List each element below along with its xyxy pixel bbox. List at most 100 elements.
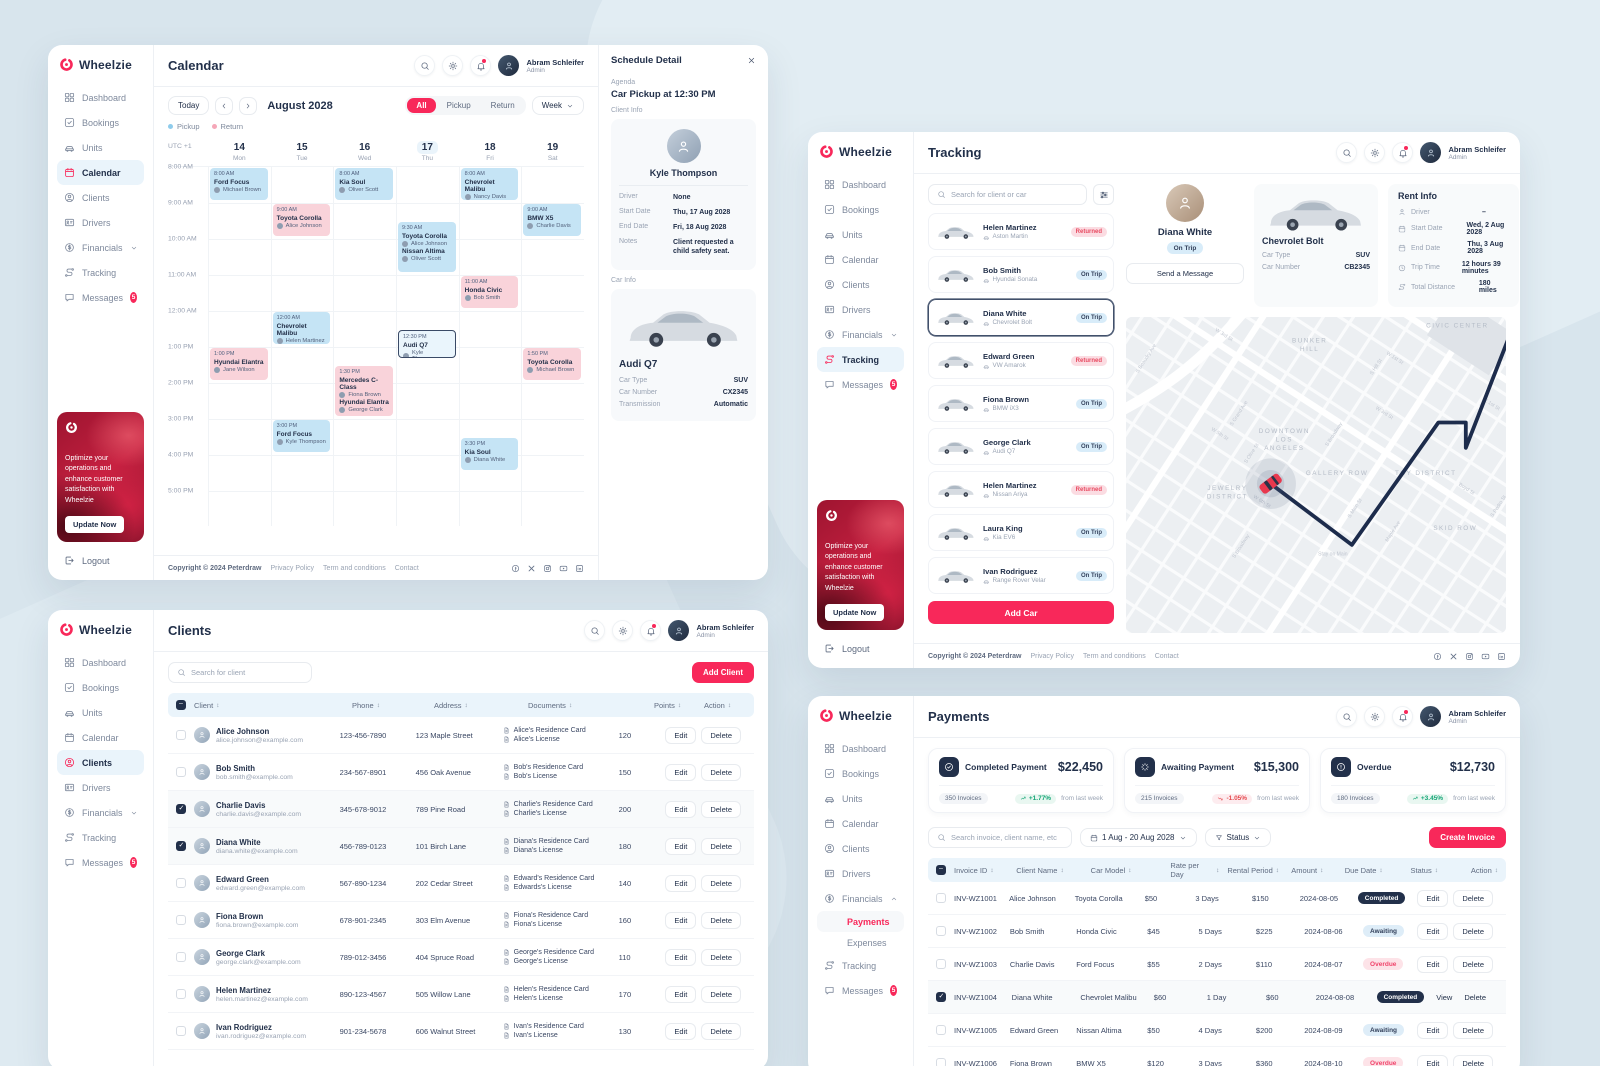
sidebar-item-bookings[interactable]: Bookings bbox=[57, 110, 144, 135]
calendar-event[interactable]: 1:30 PM Mercedes C-Class Fiona Brown Hyunda… bbox=[335, 366, 393, 416]
row-checkbox[interactable] bbox=[936, 926, 946, 936]
footer-link-term-and-conditions[interactable]: Term and conditions bbox=[1083, 652, 1146, 660]
edit-button[interactable]: Edit bbox=[665, 985, 697, 1003]
settings-button[interactable] bbox=[612, 620, 634, 641]
sidebar-item-units[interactable]: Units bbox=[57, 135, 144, 160]
sidebar-item-clients[interactable]: Clients bbox=[57, 185, 144, 210]
column-header-client-name[interactable]: Client Name ↕ bbox=[1016, 865, 1064, 875]
edit-button[interactable]: Edit bbox=[665, 874, 697, 892]
sidebar-item-dashboard[interactable]: Dashboard bbox=[57, 650, 144, 675]
document-link[interactable]: Diana's License bbox=[503, 847, 611, 854]
sidebar-item-bookings[interactable]: Bookings bbox=[57, 675, 144, 700]
row-checkbox[interactable] bbox=[176, 841, 186, 851]
client-search[interactable] bbox=[168, 662, 312, 683]
document-link[interactable]: Charlie's Residence Card bbox=[503, 801, 611, 808]
filter-all[interactable]: All bbox=[407, 98, 436, 113]
document-link[interactable]: Helen's Residence Card bbox=[503, 986, 611, 993]
footer-link-privacy-policy[interactable]: Privacy Policy bbox=[270, 564, 315, 572]
tracking-list-item[interactable]: Diana White Chevrolet Bolt On Trip bbox=[928, 299, 1114, 336]
select-all-checkbox[interactable] bbox=[176, 700, 186, 710]
search-button[interactable] bbox=[1336, 706, 1358, 727]
tracking-list-item[interactable]: Laura King Kia EV6 On Trip bbox=[928, 514, 1114, 551]
footer-link-term-and-conditions[interactable]: Term and conditions bbox=[323, 564, 386, 572]
document-link[interactable]: Fiona's Residence Card bbox=[503, 912, 611, 919]
logout-button[interactable]: Logout bbox=[57, 553, 144, 568]
delete-button[interactable]: Delete bbox=[1453, 922, 1493, 940]
settings-button[interactable] bbox=[1364, 706, 1386, 727]
delete-button[interactable]: Delete bbox=[1453, 1021, 1493, 1039]
search-button[interactable] bbox=[414, 55, 436, 76]
column-header-address[interactable]: Address ↕ bbox=[434, 700, 468, 710]
day-header-14[interactable]: 14 Mon bbox=[208, 137, 271, 166]
delete-button[interactable]: Delete bbox=[1453, 955, 1493, 973]
calendar-event[interactable]: 11:00 AM Honda Civic Bob Smith bbox=[460, 276, 519, 308]
notifications-button[interactable] bbox=[1392, 142, 1414, 163]
prev-week-button[interactable] bbox=[215, 96, 234, 115]
sidebar-item-drivers[interactable]: Drivers bbox=[57, 210, 144, 235]
column-header-client[interactable]: Client ↕ bbox=[194, 700, 220, 710]
delete-button[interactable]: Delete bbox=[701, 911, 741, 929]
calendar-event[interactable]: 9:00 AM Toyota Corolla Alice Johnson bbox=[272, 204, 331, 236]
footer-link-privacy-policy[interactable]: Privacy Policy bbox=[1030, 652, 1075, 660]
column-header-status[interactable]: Status ↕ bbox=[1410, 865, 1438, 875]
row-checkbox[interactable] bbox=[176, 915, 186, 925]
sidebar-item-clients[interactable]: Clients bbox=[57, 750, 144, 775]
notifications-button[interactable] bbox=[470, 55, 492, 76]
edit-button[interactable]: Edit bbox=[665, 800, 697, 818]
edit-button[interactable]: Edit bbox=[665, 948, 697, 966]
document-link[interactable]: Ivan's Residence Card bbox=[503, 1023, 611, 1030]
day-header-18[interactable]: 18 Fri bbox=[459, 137, 522, 166]
sidebar-item-messages[interactable]: Messages 5 bbox=[57, 285, 144, 310]
sidebar-item-financials[interactable]: Financials bbox=[57, 235, 144, 260]
sidebar-item-drivers[interactable]: Drivers bbox=[817, 297, 904, 322]
sidebar-item-dashboard[interactable]: Dashboard bbox=[817, 172, 904, 197]
tracking-list-item[interactable]: Helen Martinez Aston Martin Returned bbox=[928, 213, 1114, 250]
row-checkbox[interactable] bbox=[176, 804, 186, 814]
settings-button[interactable] bbox=[442, 55, 464, 76]
invoice-search[interactable] bbox=[928, 827, 1072, 848]
document-link[interactable]: Edwards's License bbox=[503, 884, 611, 891]
column-header-phone[interactable]: Phone ↕ bbox=[352, 700, 380, 710]
tracking-search[interactable] bbox=[928, 184, 1087, 205]
column-header-amount[interactable]: Amount ↕ bbox=[1291, 865, 1324, 875]
edit-button[interactable]: Edit bbox=[1417, 922, 1449, 940]
sidebar-item-tracking[interactable]: Tracking bbox=[817, 347, 904, 372]
view-select[interactable]: Week bbox=[531, 96, 584, 115]
document-link[interactable]: George's Residence Card bbox=[503, 949, 611, 956]
tracking-map[interactable]: BUNKER HILL CIVIC CENTER DOWNTOWN LOS ANGELES… bbox=[1126, 316, 1506, 633]
delete-button[interactable]: Delete bbox=[1453, 889, 1494, 907]
next-week-button[interactable] bbox=[239, 96, 258, 115]
column-header-invoice-id[interactable]: Invoice ID ↕ bbox=[954, 865, 994, 875]
sidebar-item-calendar[interactable]: Calendar bbox=[817, 247, 904, 272]
column-header-car-model[interactable]: Car Model ↕ bbox=[1090, 865, 1132, 875]
calendar-column[interactable] bbox=[396, 167, 459, 526]
sidebar-item-tracking[interactable]: Tracking bbox=[57, 825, 144, 850]
sidebar-item-units[interactable]: Units bbox=[57, 700, 144, 725]
date-range-filter[interactable]: 1 Aug - 20 Aug 2028 bbox=[1080, 828, 1197, 847]
day-header-16[interactable]: 16 Wed bbox=[333, 137, 396, 166]
edit-button[interactable]: Edit bbox=[1417, 1054, 1449, 1066]
client-search-input[interactable] bbox=[191, 668, 303, 677]
sidebar-item-clients[interactable]: Clients bbox=[817, 836, 904, 861]
document-link[interactable]: Bob's License bbox=[503, 773, 611, 780]
sidebar-item-bookings[interactable]: Bookings bbox=[817, 197, 904, 222]
delete-button[interactable]: Delete bbox=[1464, 992, 1487, 1002]
tracking-list-item[interactable]: Fiona Brown BMW iX3 On Trip bbox=[928, 385, 1114, 422]
settings-button[interactable] bbox=[1364, 142, 1386, 163]
row-checkbox[interactable] bbox=[176, 730, 186, 740]
row-checkbox[interactable] bbox=[176, 1026, 186, 1036]
calendar-event[interactable]: 1:00 PM Hyundai Elantra Jane Wilson bbox=[210, 348, 268, 380]
sidebar-item-messages[interactable]: Messages 5 bbox=[817, 372, 904, 397]
footer-link-contact[interactable]: Contact bbox=[394, 564, 419, 572]
row-checkbox[interactable] bbox=[936, 1058, 946, 1066]
document-link[interactable]: Bob's Residence Card bbox=[503, 764, 611, 771]
tracking-list-item[interactable]: Ivan Rodriguez Range Rover Velar On Trip bbox=[928, 557, 1114, 594]
footer-link-contact[interactable]: Contact bbox=[1154, 652, 1179, 660]
day-header-19[interactable]: 19 Sat bbox=[521, 137, 584, 166]
tracking-list-item[interactable]: Edward Green VW Amarok Returned bbox=[928, 342, 1114, 379]
calendar-event[interactable]: 1:50 PM Toyota Corolla Michael Brown bbox=[523, 348, 581, 380]
sidebar-item-dashboard[interactable]: Dashboard bbox=[57, 85, 144, 110]
notifications-button[interactable] bbox=[1392, 706, 1414, 727]
delete-button[interactable]: Delete bbox=[701, 874, 741, 892]
sidebar-item-calendar[interactable]: Calendar bbox=[817, 811, 904, 836]
